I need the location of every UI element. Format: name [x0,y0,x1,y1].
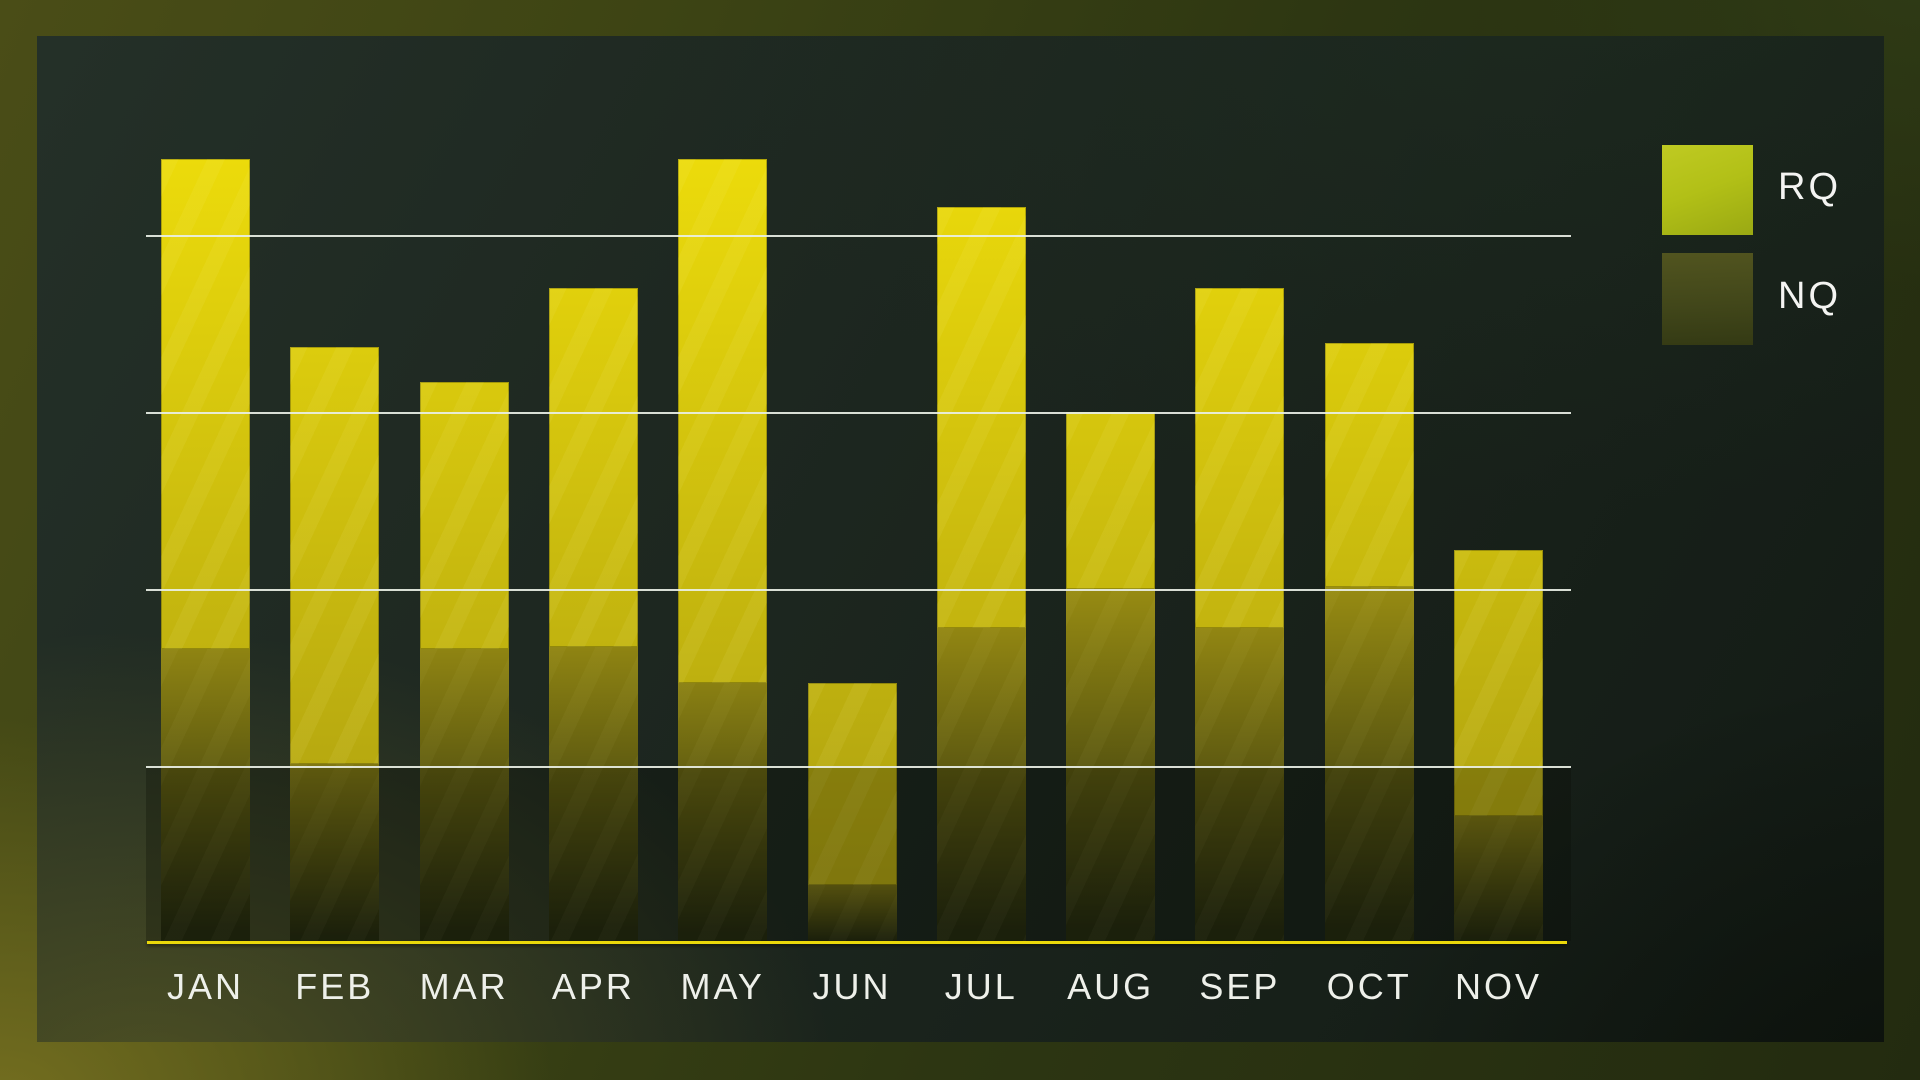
legend-label-nq: NQ [1778,275,1841,317]
legend-swatch-nq [1662,253,1753,345]
legend-swatch-rq [1662,145,1753,235]
legend-label-rq: RQ [1778,166,1841,208]
